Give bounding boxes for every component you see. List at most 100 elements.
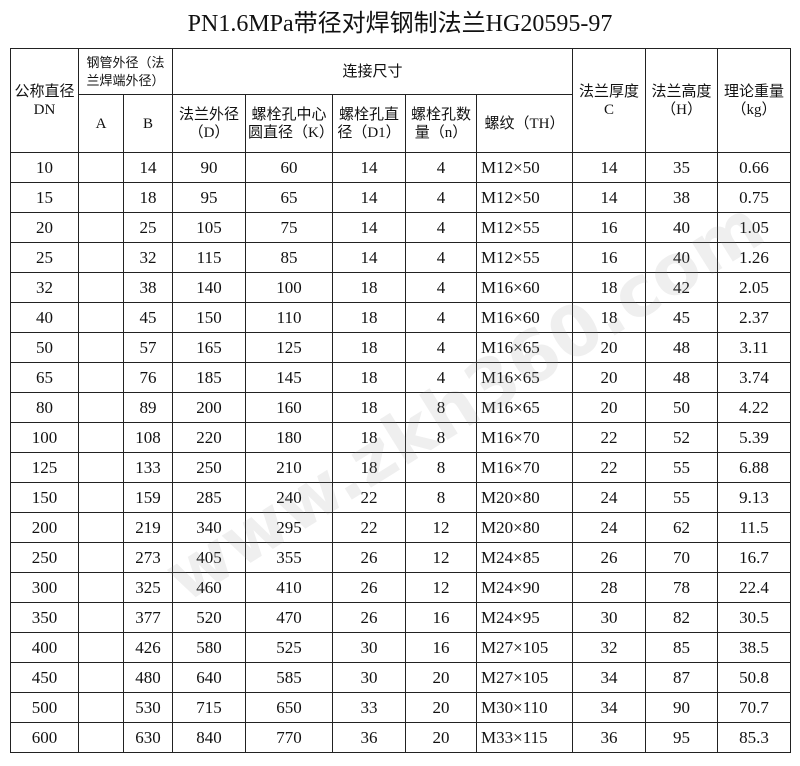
table-cell: 165 <box>172 332 247 363</box>
table-cell: 8 <box>405 422 478 453</box>
table-row: 150 159 285 240 22 8 M20×80 24 55 9.13 <box>10 482 792 513</box>
empty-cell <box>78 242 124 273</box>
table-cell: M12×50 <box>476 182 574 213</box>
table-cell: 11.5 <box>717 512 792 543</box>
table-cell: 22 <box>332 482 407 513</box>
empty-cell <box>78 182 124 213</box>
table-cell: 20 <box>10 212 79 243</box>
empty-cell <box>78 662 124 693</box>
table-cell: 18 <box>332 392 407 423</box>
empty-cell <box>78 572 124 603</box>
empty-cell <box>78 692 124 723</box>
header-cell: 螺栓孔直径（D1） <box>332 94 407 153</box>
table-cell: 26 <box>332 572 407 603</box>
table-cell: 250 <box>172 452 247 483</box>
table-cell: 85 <box>645 632 719 663</box>
table-cell: 400 <box>10 632 79 663</box>
table-cell: 470 <box>245 602 334 633</box>
table-cell: 25 <box>10 242 79 273</box>
table-row: 350 377 520 470 26 16 M24×95 30 82 30.5 <box>10 602 792 633</box>
empty-cell <box>78 482 124 513</box>
header-cell: B <box>122 94 174 153</box>
table-row: 125 133 250 210 18 8 M16×70 22 55 6.88 <box>10 452 792 483</box>
table-cell: 40 <box>645 212 719 243</box>
table-cell: 52 <box>645 422 719 453</box>
title: PN1.6MPa带径对焊钢制法兰HG20595-97 <box>187 11 613 37</box>
table-cell: 20 <box>572 362 647 393</box>
table-cell: 26 <box>572 542 647 573</box>
table-cell: M24×85 <box>476 542 574 573</box>
table-row: 32 38 140 100 18 4 M16×60 18 42 2.05 <box>10 272 792 303</box>
table-cell: 33 <box>332 692 407 723</box>
table-cell: 35 <box>645 152 719 183</box>
table-cell: M30×110 <box>476 692 574 723</box>
table-cell: 450 <box>10 662 79 693</box>
table-cell: 210 <box>245 452 334 483</box>
table-cell: 26 <box>332 542 407 573</box>
table-cell: 32 <box>572 632 647 663</box>
table-cell: M12×50 <box>476 152 574 183</box>
table-row: 200 219 340 295 22 12 M20×80 24 62 11.5 <box>10 512 792 543</box>
table-cell: 8 <box>405 482 478 513</box>
table-cell: 38.5 <box>717 632 792 663</box>
table-cell: 640 <box>172 662 247 693</box>
table-cell: 340 <box>172 512 247 543</box>
table-cell: M12×55 <box>476 242 574 273</box>
table-cell: 4.22 <box>717 392 792 423</box>
table-cell: 48 <box>645 362 719 393</box>
table-cell: 20 <box>572 392 647 423</box>
table-cell: 38 <box>122 272 174 303</box>
empty-cell <box>78 452 124 483</box>
table-cell: M20×80 <box>476 482 574 513</box>
table-cell: 105 <box>172 212 247 243</box>
table-cell: 14 <box>572 152 647 183</box>
table-cell: 219 <box>122 512 174 543</box>
table-cell: 18 <box>332 362 407 393</box>
table-cell: 20 <box>405 722 478 753</box>
table-cell: M16×65 <box>476 392 574 423</box>
table-cell: 16 <box>405 632 478 663</box>
table-cell: 12 <box>405 572 478 603</box>
table-cell: 0.66 <box>717 152 792 183</box>
table-cell: 20 <box>405 662 478 693</box>
table-cell: 76 <box>122 362 174 393</box>
table-cell: 60 <box>245 152 334 183</box>
table-cell: 62 <box>645 512 719 543</box>
table-cell: 30 <box>332 662 407 693</box>
table-cell: 377 <box>122 602 174 633</box>
table-cell: 22 <box>332 512 407 543</box>
empty-cell <box>78 392 124 423</box>
table-cell: M16×60 <box>476 302 574 333</box>
empty-cell <box>78 332 124 363</box>
table-cell: 460 <box>172 572 247 603</box>
empty-cell <box>78 152 124 183</box>
table-cell: 840 <box>172 722 247 753</box>
table-cell: 70.7 <box>717 692 792 723</box>
table-cell: 8 <box>405 392 478 423</box>
table-cell: M12×55 <box>476 212 574 243</box>
empty-cell <box>78 602 124 633</box>
table-cell: M24×90 <box>476 572 574 603</box>
table-cell: 90 <box>172 152 247 183</box>
table-row: 450 480 640 585 30 20 M27×105 34 87 50.8 <box>10 662 792 693</box>
table-cell: 200 <box>10 512 79 543</box>
table-cell: 480 <box>122 662 174 693</box>
table-cell: 16 <box>572 212 647 243</box>
table-cell: 34 <box>572 662 647 693</box>
table-cell: 4 <box>405 362 478 393</box>
table-cell: 90 <box>645 692 719 723</box>
table-row: 40 45 150 110 18 4 M16×60 18 45 2.37 <box>10 302 792 333</box>
table-cell: 14 <box>572 182 647 213</box>
table-cell: 16.7 <box>717 542 792 573</box>
table-cell: 12 <box>405 512 478 543</box>
table-cell: 350 <box>10 602 79 633</box>
empty-cell <box>78 722 124 753</box>
empty-cell <box>78 422 124 453</box>
table-cell: 100 <box>245 272 334 303</box>
table-cell: 0.75 <box>717 182 792 213</box>
table-cell: 325 <box>122 572 174 603</box>
table-cell: 520 <box>172 602 247 633</box>
table-cell: 3.11 <box>717 332 792 363</box>
table-cell: 15 <box>10 182 79 213</box>
table-cell: M27×105 <box>476 662 574 693</box>
